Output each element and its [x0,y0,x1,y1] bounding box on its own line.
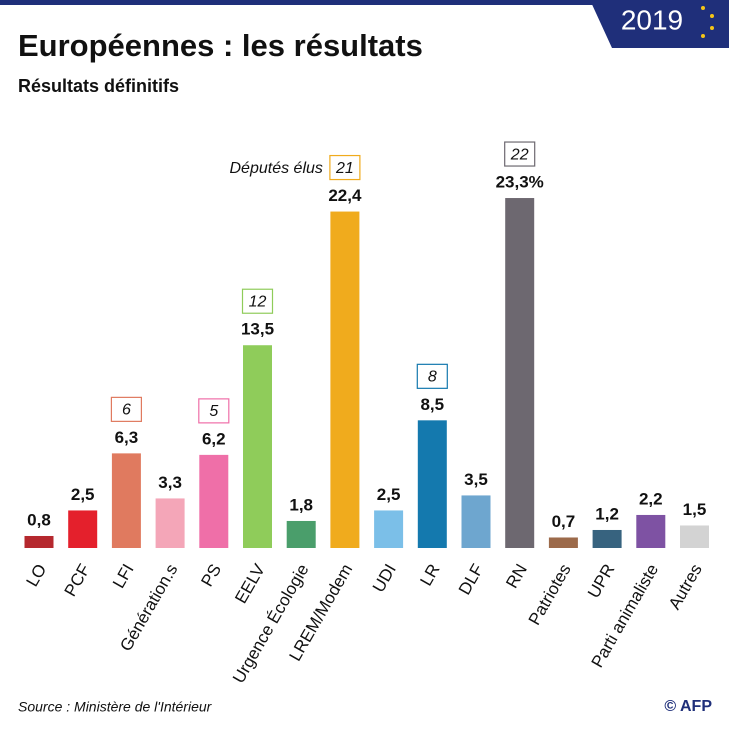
x-tick-label: UDI [369,561,400,596]
seat-box [329,154,361,181]
value-label: 0,8 [27,510,51,529]
subtitle: Résultats définitifs [18,76,179,96]
seat-label: 8 [428,369,437,386]
seat-label: 21 [335,160,354,177]
x-tick-label: PS [197,561,225,590]
value-label: 22,4 [328,186,362,205]
value-label: 3,5 [464,470,488,489]
value-label: 0,7 [552,512,576,531]
bar [680,525,709,548]
bar [286,520,316,548]
bar [548,537,578,548]
bar [592,529,622,548]
bar [461,495,491,548]
x-tick-label: LO [23,561,51,590]
bar [636,514,666,548]
x-tick-label: RN [502,561,531,592]
bar [68,510,98,548]
badge-bg [590,0,729,48]
badge: 2019 [621,4,683,35]
value-label: 6,3 [115,428,139,447]
seat-box [241,288,274,314]
stars [701,6,714,38]
x-tick-label: Patriotes [525,561,575,629]
x-tick-label: UPR [584,561,618,602]
seat-label: 12 [249,293,267,310]
seat-box [504,141,536,167]
bar [505,198,535,548]
x-tick-label: PCF [61,561,94,600]
credit: © AFP [664,698,712,715]
value-label: 2,5 [377,485,401,504]
x-tick-label: LFI [109,561,138,592]
source: Source : Ministère de l'Intérieur [18,699,213,715]
value-label: 1,5 [683,500,707,519]
value-label: 2,5 [71,485,95,504]
x-tick-label: DLF [455,561,488,598]
chart-title: Européennes : les résultats [18,28,423,63]
seat-label: 6 [122,402,131,419]
top-band [0,0,729,5]
bar [155,498,185,548]
x-tick-label: LR [416,561,443,589]
value-label: 8,5 [420,395,444,414]
x-tick-label: EELV [231,560,269,607]
bar [417,420,447,548]
bar [330,211,360,548]
value-label: 2,2 [639,489,663,508]
bar [243,345,272,548]
x-tick-label: Autres [665,561,706,613]
bar [374,510,404,548]
bar [24,535,54,548]
value-label: 3,3 [158,473,182,492]
seat-box [416,363,448,389]
seat-box [110,396,143,422]
value-label: 23,3% [496,173,544,192]
value-label: 13,5 [241,320,274,339]
seat-label: 22 [510,146,529,163]
value-label: 1,2 [595,504,619,523]
seat-box [198,398,230,424]
seat-label: 5 [209,403,218,420]
value-label: 1,8 [289,495,313,514]
seats-caption: Députés élus [230,160,323,177]
bar [111,453,141,548]
bar [199,454,229,548]
value-label: 6,2 [202,429,226,448]
